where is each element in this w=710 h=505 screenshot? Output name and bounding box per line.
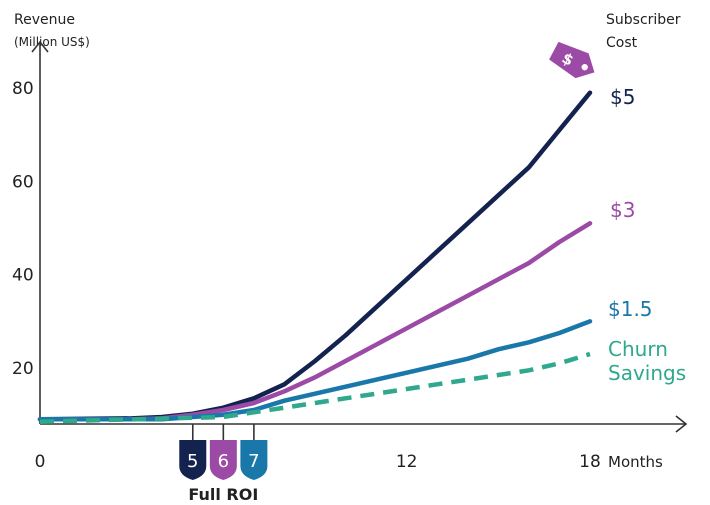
series-line-3 — [37, 319, 593, 422]
series-label-churn-line1: Churn — [608, 337, 668, 361]
x-tick-label: 12 — [396, 452, 418, 472]
y-tick-label: 80 — [12, 79, 34, 99]
roi-month-label: 5 — [187, 451, 198, 472]
y-tick-label: 40 — [12, 266, 34, 286]
x-tick-label: 18 — [579, 452, 601, 472]
roi-month-label: 7 — [248, 451, 259, 472]
series-line-4 — [39, 351, 591, 424]
price-tag-icon: $ — [549, 41, 595, 79]
series-label-1: $5 — [610, 85, 635, 109]
y-axis — [31, 40, 49, 424]
roi-shield-icon — [209, 440, 237, 480]
series-label-3: $1.5 — [608, 297, 653, 321]
roi-shield-icon — [240, 440, 268, 480]
y-tick-label: 20 — [12, 359, 34, 379]
x-axis-label: Months — [608, 453, 663, 471]
right-label-line2: Cost — [606, 35, 638, 51]
roi-shield-icon — [179, 440, 207, 480]
series-label-2: $3 — [610, 198, 635, 222]
right-label-line1: Subscriber — [606, 12, 681, 28]
x-axis — [40, 415, 688, 433]
series-label-churn-line2: Savings — [608, 361, 686, 385]
series-line-2 — [37, 221, 593, 422]
y-axis-label-line1: Revenue — [14, 12, 75, 28]
y-axis-label-line2: (Million US$) — [14, 35, 90, 49]
roi-month-label: 6 — [218, 451, 229, 472]
roi-caption: Full ROI — [188, 485, 258, 504]
series-line-1 — [37, 90, 593, 422]
y-tick-label: 60 — [12, 172, 34, 192]
x-tick-label: 0 — [35, 452, 46, 472]
